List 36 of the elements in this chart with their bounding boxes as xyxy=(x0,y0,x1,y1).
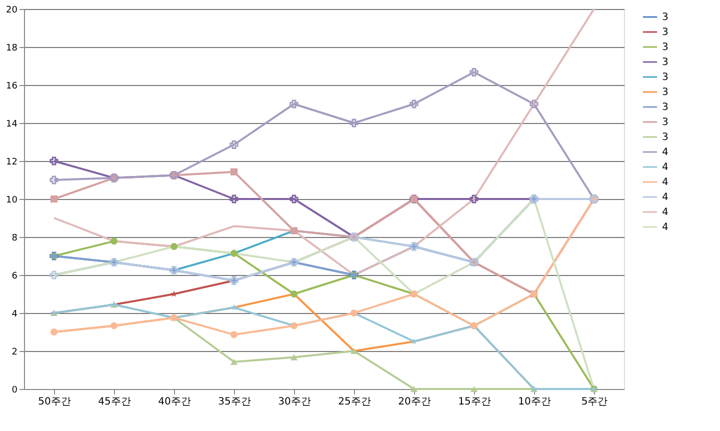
x-tick-label: 35주간 xyxy=(218,396,251,408)
legend-label: 4 xyxy=(662,177,668,188)
x-tick-label: 40주간 xyxy=(158,396,191,408)
legend-label: 4 xyxy=(662,207,668,218)
x-tick-label: 45주간 xyxy=(98,396,131,408)
x-tick-label: 50주간 xyxy=(38,396,71,408)
legend-label: 3 xyxy=(662,42,668,53)
legend-label: 3 xyxy=(662,87,668,98)
x-tick-label: 10주간 xyxy=(518,396,551,408)
x-tick-label: 5주간 xyxy=(581,396,608,408)
y-tick-label: 4 xyxy=(12,310,18,320)
y-tick-label: 16 xyxy=(6,82,18,92)
y-tick-label: 20 xyxy=(6,6,18,16)
y-tick-label: 8 xyxy=(12,234,18,244)
x-tick-label: 20주간 xyxy=(398,396,431,408)
legend-label: 3 xyxy=(662,72,668,83)
legend-label: 3 xyxy=(662,132,668,143)
y-tick-label: 18 xyxy=(6,44,18,54)
legend-label: 3 xyxy=(662,12,668,23)
y-tick-label: 12 xyxy=(6,158,18,168)
y-tick-label: 6 xyxy=(12,272,18,282)
y-tick-label: 10 xyxy=(6,196,18,206)
legend-label: 4 xyxy=(662,192,668,203)
legend-label: 4 xyxy=(662,147,668,158)
legend-label: 4 xyxy=(662,162,668,173)
x-tick-label: 15주간 xyxy=(458,396,491,408)
legend-label: 3 xyxy=(662,27,668,38)
legend-label: 3 xyxy=(662,102,668,113)
legend-label: 3 xyxy=(662,57,668,68)
y-tick-label: 0 xyxy=(12,386,18,396)
y-tick-label: 2 xyxy=(12,348,18,358)
x-tick-label: 30주간 xyxy=(278,396,311,408)
legend-label: 4 xyxy=(662,222,668,233)
legend-label: 3 xyxy=(662,117,668,128)
x-tick-label: 25주간 xyxy=(338,396,371,408)
y-tick-label: 14 xyxy=(6,120,18,130)
